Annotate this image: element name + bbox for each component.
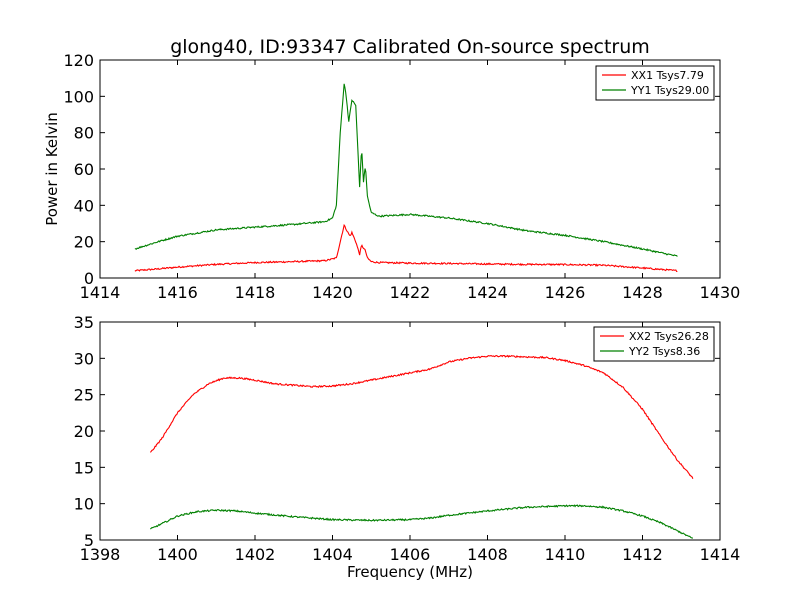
x-tick-label: 1420 xyxy=(312,283,353,302)
y-tick-label: 80 xyxy=(74,124,94,143)
y-tick-label: 30 xyxy=(74,349,94,368)
y-tick-label: 10 xyxy=(74,495,94,514)
x-tick-label: 1402 xyxy=(235,545,276,564)
series-line-2 xyxy=(134,83,678,257)
y-tick-label: 35 xyxy=(74,313,94,332)
y-tick-label: 100 xyxy=(63,87,94,106)
legend-entry: YY1 Tsys29.00 xyxy=(630,84,709,97)
chart-title: glong40, ID:93347 Calibrated On-source s… xyxy=(170,36,650,58)
x-tick-label: 1418 xyxy=(235,283,276,302)
x-tick-label: 1424 xyxy=(467,283,508,302)
legend-box xyxy=(595,65,715,101)
x-tick-label: 1428 xyxy=(622,283,663,302)
x-tick-label: 1398 xyxy=(80,545,121,564)
series-line-2 xyxy=(150,504,694,539)
y-tick-label: 40 xyxy=(74,196,94,215)
y-tick-label: 120 xyxy=(63,51,94,70)
top-plot: 1414 1416 1418 1420 1422 1424 1426 1428 1430 0 20 4… xyxy=(63,51,740,302)
legend-entry: XX2 Tsys26.28 xyxy=(629,330,709,343)
x-tick-label: 1430 xyxy=(700,283,741,302)
x-tick-label: 1426 xyxy=(545,283,586,302)
x-tick-label: 1410 xyxy=(545,545,586,564)
x-tick-label: 1404 xyxy=(312,545,353,564)
legend-entry: XX1 Tsys7.79 xyxy=(631,69,704,82)
x-tick-label: 1412 xyxy=(622,545,663,564)
x-tick-label: 1414 xyxy=(700,545,741,564)
y-tick-label: 15 xyxy=(74,458,94,477)
x-axis-label: Frequency (MHz) xyxy=(347,563,473,581)
series-line-1 xyxy=(149,354,694,479)
x-tick-label: 1408 xyxy=(467,545,508,564)
y-tick-label: 25 xyxy=(74,386,94,405)
y-tick-label: 20 xyxy=(74,422,94,441)
y-axis-label: Power in Kelvin xyxy=(43,112,61,226)
legend: XX1 Tsys7.79 YY1 Tsys29.00 xyxy=(595,65,715,101)
legend: XX2 Tsys26.28 YY2 Tsys8.36 xyxy=(593,326,715,362)
x-tick-label: 1400 xyxy=(157,545,198,564)
legend-entry: YY2 Tsys8.36 xyxy=(628,345,700,358)
bottom-plot: 1398 1400 1402 1404 1406 1408 1410 1412 1414 5 10 1… xyxy=(74,313,741,564)
y-tick-label: 0 xyxy=(84,269,94,288)
y-tick-label: 20 xyxy=(74,233,94,252)
x-tick-label: 1406 xyxy=(390,545,431,564)
y-tick-label: 60 xyxy=(74,160,94,179)
series-line-1 xyxy=(134,223,678,273)
x-tick-label: 1414 xyxy=(80,283,121,302)
legend-box xyxy=(593,326,715,362)
x-tick-label: 1422 xyxy=(390,283,431,302)
x-tick-label: 1416 xyxy=(157,283,198,302)
y-tick-label: 5 xyxy=(84,531,94,550)
